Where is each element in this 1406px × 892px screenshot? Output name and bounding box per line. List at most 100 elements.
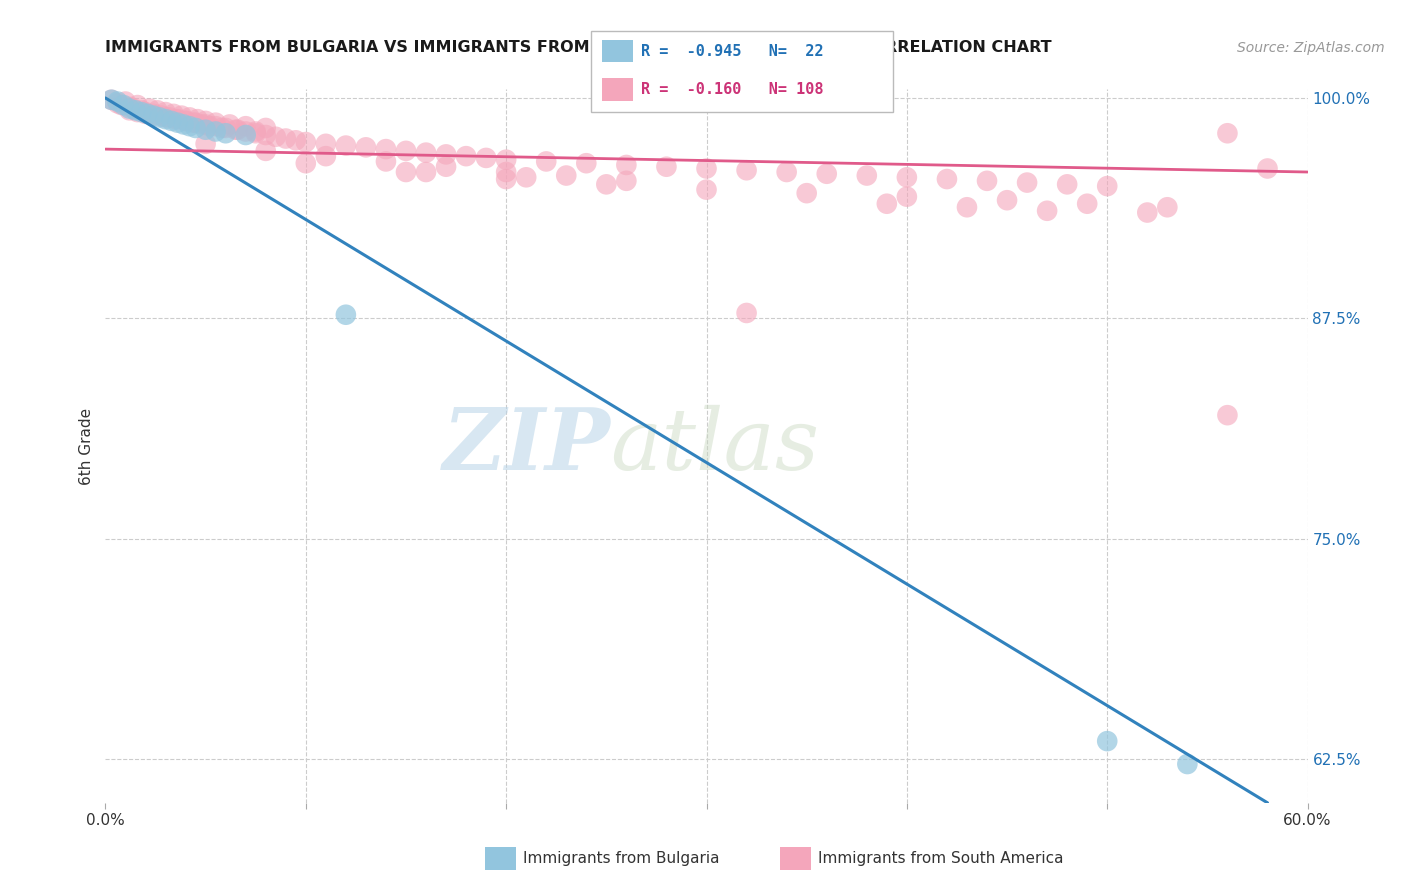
Point [434, 160, 457, 174]
Point [211, 120, 233, 135]
Point [184, 120, 207, 135]
Point [148, 111, 170, 125]
Point [142, 109, 165, 123]
Point [166, 116, 188, 130]
Point [245, 124, 267, 138]
Point [183, 116, 205, 130]
Point [110, 98, 132, 112]
Point [155, 112, 177, 127]
Point [876, 196, 898, 211]
Text: R =  -0.160   N= 108: R = -0.160 N= 108 [641, 82, 824, 97]
Point [254, 120, 277, 135]
Point [184, 116, 207, 130]
Point [855, 169, 877, 183]
Point [174, 114, 197, 128]
Point [214, 120, 236, 135]
Point [114, 95, 136, 109]
Point [100, 93, 122, 107]
Point [135, 105, 157, 120]
Point [179, 111, 201, 125]
Point [245, 126, 267, 140]
Point [136, 107, 159, 121]
Point [159, 111, 181, 125]
Point [415, 165, 437, 179]
Point [150, 109, 173, 123]
Point [118, 103, 141, 118]
Point [166, 112, 188, 127]
Point [254, 128, 277, 142]
Text: Immigrants from Bulgaria: Immigrants from Bulgaria [523, 852, 720, 866]
Point [284, 133, 307, 147]
Point [555, 169, 578, 183]
Point [274, 131, 297, 145]
Point [127, 98, 149, 112]
Point [204, 116, 226, 130]
Point [204, 119, 226, 133]
Text: IMMIGRANTS FROM BULGARIA VS IMMIGRANTS FROM SOUTH AMERICA 6TH GRADE CORRELATION : IMMIGRANTS FROM BULGARIA VS IMMIGRANTS F… [105, 40, 1052, 55]
Point [1036, 203, 1059, 218]
Text: Immigrants from South America: Immigrants from South America [818, 852, 1064, 866]
Point [1177, 757, 1199, 772]
Point [1257, 161, 1279, 176]
Point [142, 107, 165, 121]
Point [896, 189, 918, 203]
Point [254, 144, 277, 158]
Point [214, 126, 236, 140]
Point [225, 122, 247, 136]
Y-axis label: 6th Grade: 6th Grade [79, 408, 94, 484]
Point [162, 107, 184, 121]
Point [155, 105, 177, 120]
Point [124, 103, 146, 118]
Point [194, 122, 217, 136]
Point [146, 103, 169, 118]
Point [155, 111, 177, 125]
Point [226, 122, 249, 136]
Point [295, 156, 318, 170]
Point [218, 118, 240, 132]
Point [315, 136, 337, 151]
Point [335, 308, 357, 322]
Point [131, 103, 153, 118]
Point [194, 136, 217, 151]
Point [454, 149, 477, 163]
Text: ZIP: ZIP [443, 404, 610, 488]
Point [173, 118, 195, 132]
Point [127, 105, 149, 120]
Point [896, 170, 918, 185]
Point [198, 119, 221, 133]
Point [122, 102, 145, 116]
Point [776, 165, 799, 179]
Text: Source: ZipAtlas.com: Source: ZipAtlas.com [1237, 41, 1385, 55]
Point [295, 135, 318, 149]
Point [170, 109, 193, 123]
Point [495, 153, 517, 167]
Text: atlas: atlas [610, 405, 820, 487]
Point [1216, 408, 1239, 422]
Point [1076, 196, 1098, 211]
Point [1097, 734, 1119, 748]
Point [655, 160, 678, 174]
Point [415, 145, 437, 160]
Point [194, 118, 217, 132]
Point [616, 174, 638, 188]
Point [194, 114, 217, 128]
Point [616, 158, 638, 172]
Point [1136, 205, 1159, 219]
Point [235, 124, 257, 138]
Point [575, 156, 598, 170]
Point [131, 105, 153, 120]
Point [204, 124, 226, 138]
Point [796, 186, 818, 201]
Point [235, 128, 257, 142]
Point [815, 167, 838, 181]
Point [936, 172, 959, 186]
Point [374, 154, 398, 169]
Point [315, 149, 337, 163]
Point [174, 114, 197, 128]
Point [160, 114, 183, 128]
Point [354, 140, 377, 154]
Point [495, 165, 517, 179]
Point [1156, 200, 1178, 214]
Point [956, 200, 979, 214]
Point [112, 98, 135, 112]
